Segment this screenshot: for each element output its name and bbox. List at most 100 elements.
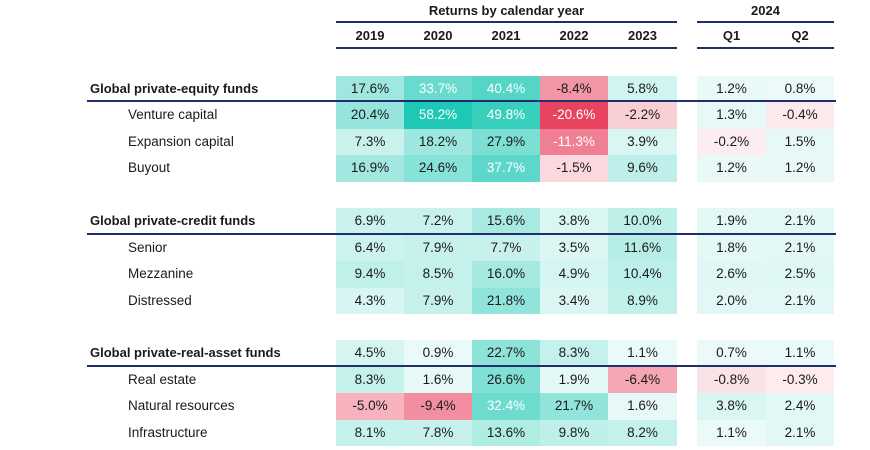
heatmap-cell-2021: 27.9%	[472, 129, 540, 155]
heatmap-cell-q1: 2.6%	[697, 261, 766, 288]
heatmap-cell-q1: 1.3%	[697, 102, 766, 129]
heatmap-cell-q1: 1.8%	[697, 235, 766, 261]
heatmap-cell-2019: 4.3%	[336, 288, 404, 314]
heatmap-cell-2021: 13.6%	[472, 420, 540, 446]
heatmap-cell-2021: 16.0%	[472, 261, 540, 288]
row-label: Distressed	[128, 293, 192, 308]
heatmap-cell-2023: 11.6%	[608, 235, 677, 261]
heatmap-cell-2019: 17.6%	[336, 76, 404, 102]
heatmap-cell-2022: -8.4%	[540, 76, 608, 102]
header-rule-top-2024	[697, 21, 834, 23]
heatmap-cell-q1: 1.2%	[697, 76, 766, 102]
heatmap-cell-2021: 7.7%	[472, 235, 540, 261]
heatmap-cell-2021: 32.4%	[472, 393, 540, 420]
row-label: Real estate	[128, 372, 197, 387]
heatmap-cell-q1: 1.9%	[697, 208, 766, 235]
heatmap-cell-2022: 4.9%	[540, 261, 608, 288]
heatmap-cell-2019: -5.0%	[336, 393, 404, 420]
heatmap-cell-2023: 8.9%	[608, 288, 677, 314]
heatmap-cell-2020: 8.5%	[404, 261, 472, 288]
heatmap-cell-2020: 33.7%	[404, 76, 472, 102]
heatmap-cell-2020: 0.9%	[404, 340, 472, 367]
row-label: Expansion capital	[128, 134, 234, 149]
heatmap-cell-2020: 7.9%	[404, 288, 472, 314]
heatmap-cell-q2: 2.1%	[766, 420, 834, 446]
header-rule-bottom-2024	[697, 47, 834, 49]
heatmap-cell-q2: 2.1%	[766, 235, 834, 261]
heatmap-cell-2021: 49.8%	[472, 102, 540, 129]
heatmap-cell-2019: 4.5%	[336, 340, 404, 367]
heatmap-cell-2023: 8.2%	[608, 420, 677, 446]
section-header-label: Global private-real-asset funds	[90, 345, 281, 360]
heatmap-cell-2019: 7.3%	[336, 129, 404, 155]
section-separator-rule	[87, 365, 836, 367]
heatmap-cell-2022: 9.8%	[540, 420, 608, 446]
row-label: Infrastructure	[128, 425, 208, 440]
heatmap-cell-q2: 2.1%	[766, 208, 834, 235]
heatmap-cell-2022: 1.9%	[540, 367, 608, 393]
heatmap-cell-2020: 18.2%	[404, 129, 472, 155]
heatmap-cell-q2: 1.1%	[766, 340, 834, 367]
heatmap-cell-2023: 1.1%	[608, 340, 677, 367]
heatmap-cell-2022: -11.3%	[540, 129, 608, 155]
heatmap-cell-2019: 9.4%	[336, 261, 404, 288]
heatmap-cell-2020: -9.4%	[404, 393, 472, 420]
heatmap-cell-2020: 1.6%	[404, 367, 472, 393]
heatmap-cell-2022: 21.7%	[540, 393, 608, 420]
heatmap-cell-2020: 7.9%	[404, 235, 472, 261]
column-header-2021: 2021	[491, 28, 521, 43]
header-rule-top-years	[336, 21, 677, 23]
heatmap-cell-q1: 2.0%	[697, 288, 766, 314]
heatmap-cell-q1: 1.1%	[697, 420, 766, 446]
heatmap-cell-2019: 6.9%	[336, 208, 404, 235]
heatmap-cell-2020: 7.8%	[404, 420, 472, 446]
heatmap-cell-2023: 3.9%	[608, 129, 677, 155]
heatmap-cell-2022: -1.5%	[540, 155, 608, 182]
heatmap-cell-2023: -2.2%	[608, 102, 677, 129]
heatmap-cell-q2: 2.1%	[766, 288, 834, 314]
heatmap-cell-2021: 40.4%	[472, 76, 540, 102]
heatmap-cell-2023: 1.6%	[608, 393, 677, 420]
heatmap-cell-2021: 21.8%	[472, 288, 540, 314]
heatmap-cell-2021: 15.6%	[472, 208, 540, 235]
heatmap-cell-2019: 6.4%	[336, 235, 404, 261]
heatmap-cell-q2: 2.4%	[766, 393, 834, 420]
heatmap-cell-q1: 1.2%	[697, 155, 766, 182]
heatmap-cell-2023: 10.4%	[608, 261, 677, 288]
column-header-q1: Q1	[722, 28, 741, 43]
heatmap-cell-q2: 1.5%	[766, 129, 834, 155]
section-header-label: Global private-equity funds	[90, 81, 259, 96]
heatmap-cell-q2: -0.4%	[766, 102, 834, 129]
heatmap-cell-2021: 22.7%	[472, 340, 540, 367]
heatmap-cell-q2: -0.3%	[766, 367, 834, 393]
heatmap-cell-2022: 8.3%	[540, 340, 608, 367]
row-label: Venture capital	[128, 107, 218, 122]
column-header-2023: 2023	[628, 28, 657, 43]
section-separator-rule	[87, 233, 836, 235]
heatmap-cell-q2: 2.5%	[766, 261, 834, 288]
heatmap-cell-2023: -6.4%	[608, 367, 677, 393]
column-header-2020: 2020	[423, 28, 453, 43]
heatmap-cell-q1: 0.7%	[697, 340, 766, 367]
heatmap-cell-2019: 8.3%	[336, 367, 404, 393]
heatmap-cell-2022: -20.6%	[540, 102, 608, 129]
row-label: Buyout	[128, 160, 171, 175]
column-header-2022: 2022	[559, 28, 589, 43]
heatmap-cell-2023: 5.8%	[608, 76, 677, 102]
heatmap-cell-2022: 3.5%	[540, 235, 608, 261]
heatmap-cell-2019: 20.4%	[336, 102, 404, 129]
section-separator-rule	[87, 100, 836, 102]
heatmap-cell-2019: 8.1%	[336, 420, 404, 446]
row-label: Mezzanine	[128, 266, 194, 281]
header-group-2024: 2024	[751, 3, 780, 18]
heatmap-cell-q1: -0.8%	[697, 367, 766, 393]
header-group-calendar-year: Returns by calendar year	[428, 3, 585, 18]
heatmap-cell-2022: 3.8%	[540, 208, 608, 235]
header-rule-bottom-years	[336, 47, 677, 49]
heatmap-cell-q1: -0.2%	[697, 129, 766, 155]
heatmap-cell-2023: 10.0%	[608, 208, 677, 235]
heatmap-cell-2020: 24.6%	[404, 155, 472, 182]
heatmap-cell-2021: 26.6%	[472, 367, 540, 393]
heatmap-cell-2020: 7.2%	[404, 208, 472, 235]
column-header-q2: Q2	[791, 28, 809, 43]
